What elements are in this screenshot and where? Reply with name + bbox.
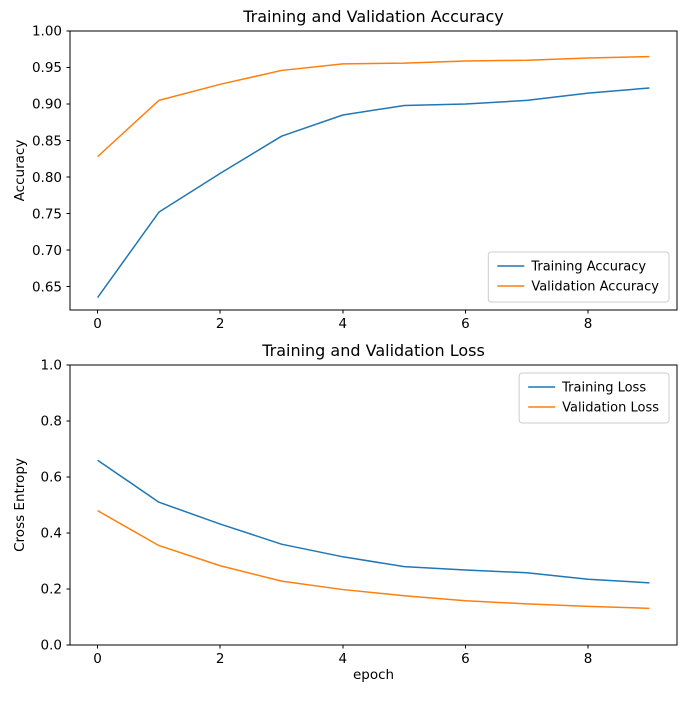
loss-chart-title: Training and Validation Loss (261, 341, 485, 360)
y-tick-label: 0.65 (32, 279, 62, 295)
line-validation-accuracy (97, 55, 650, 158)
y-tick-label: 0.8 (41, 414, 62, 430)
x-tick-label: 4 (339, 651, 348, 667)
line-training-accuracy (96, 87, 650, 299)
plot-frame (69, 364, 678, 646)
x-tick-label: 8 (584, 651, 593, 667)
x-tick-label: 6 (461, 651, 470, 667)
y-tick-label: 1.00 (32, 24, 62, 40)
line-training-loss (97, 459, 650, 584)
loss-y-axis-label: Cross Entropy (12, 458, 28, 552)
accuracy-y-axis-label: Accuracy (12, 140, 28, 202)
x-tick-label: 8 (584, 316, 593, 332)
accuracy-plot-area: 0 2 4 6 8 0.65 0.70 0.75 0.80 0.85 0.90 0.95 1.00 Tra… (32, 24, 678, 332)
legend-box (518, 372, 670, 424)
accuracy-chart-title: Training and Validation Accuracy (242, 7, 504, 26)
x-tick-label: 0 (93, 316, 102, 332)
loss-chart: 0 2 4 6 8 0.0 0.2 0.4 0.6 0.8 1.0 Training Loss Vali… (12, 341, 678, 683)
y-tick-label: 0.70 (32, 243, 62, 259)
x-tick-label: 0 (93, 651, 102, 667)
y-tick-label: 0.95 (32, 60, 62, 76)
x-tick-label: 4 (339, 316, 348, 332)
y-tick-label: 0.2 (41, 582, 62, 598)
x-tick-label: 2 (216, 316, 225, 332)
accuracy-chart: 0 2 4 6 8 0.65 0.70 0.75 0.80 0.85 0.90 0.95 1.00 Tra… (12, 7, 678, 332)
y-tick-label: 0.75 (32, 206, 62, 222)
y-tick-label: 0.80 (32, 170, 62, 186)
x-tick-label: 6 (461, 316, 470, 332)
y-tick-label: 1.0 (41, 358, 62, 374)
plot-frame (69, 30, 678, 311)
legend: Training Loss Validation Loss (518, 372, 670, 424)
legend: Training Accuracy Validation Accuracy (487, 251, 670, 303)
loss-x-axis-label: epoch (353, 667, 394, 683)
y-tick-label: 0.85 (32, 133, 62, 149)
legend-label-training-loss: Training Loss (561, 381, 646, 396)
y-tick-label: 0.0 (41, 638, 62, 654)
legend-label-validation-accuracy: Validation Accuracy (531, 280, 659, 295)
y-tick-label: 0.4 (41, 526, 62, 542)
x-tick-label: 2 (216, 651, 225, 667)
legend-label-validation-loss: Validation Loss (562, 401, 659, 416)
line-validation-loss (97, 509, 650, 610)
legend-box (487, 251, 670, 303)
loss-plot-area: 0 2 4 6 8 0.0 0.2 0.4 0.6 0.8 1.0 Training Loss Vali… (41, 358, 678, 667)
y-tick-label: 0.6 (41, 470, 62, 486)
y-tick-label: 0.90 (32, 97, 62, 113)
legend-label-training-accuracy: Training Accuracy (530, 260, 646, 275)
